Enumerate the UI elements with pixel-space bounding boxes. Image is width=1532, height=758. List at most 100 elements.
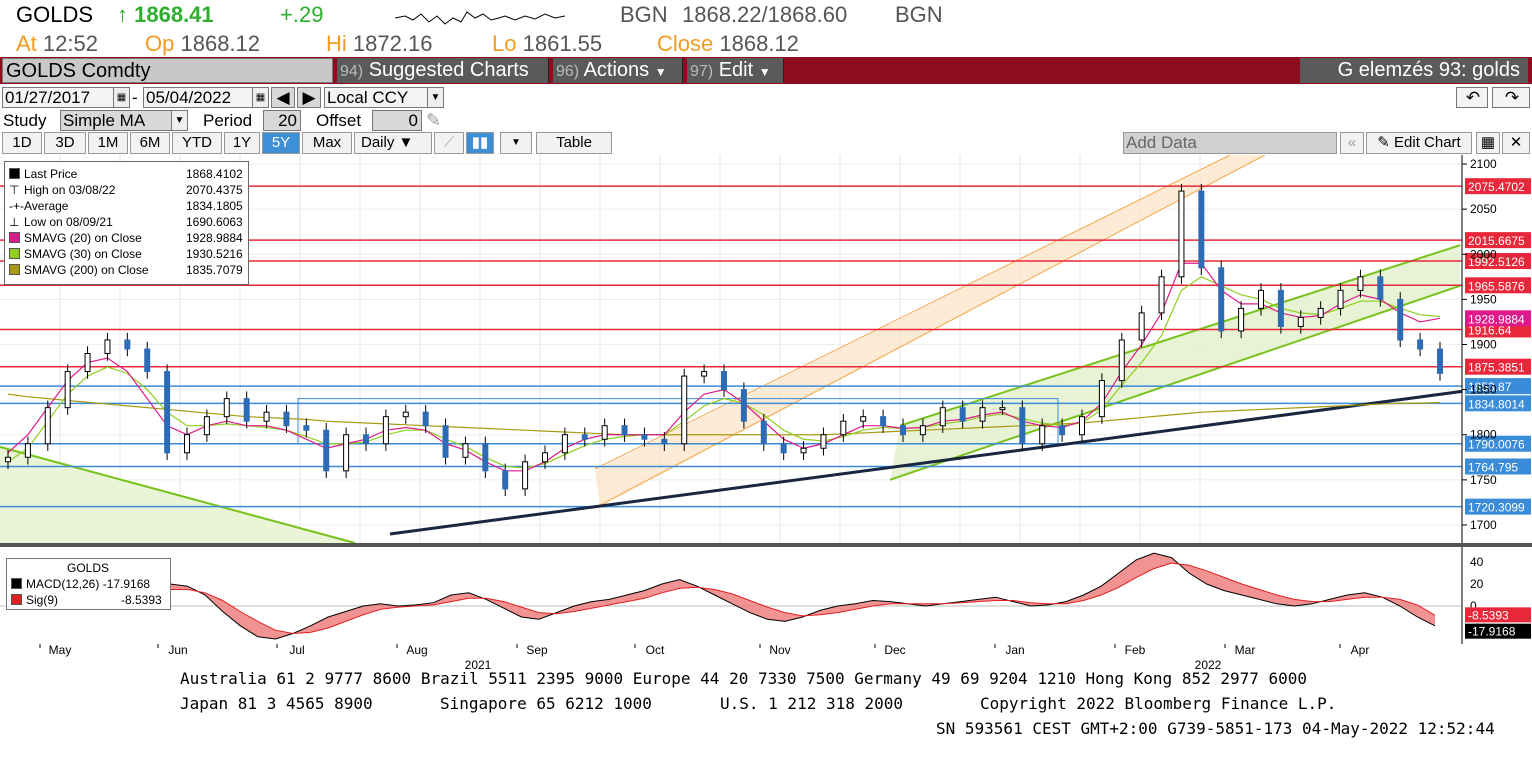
end-date-field[interactable]: 05/04/2022 ▦	[143, 87, 269, 108]
resistance-level-label: 1965.5876	[1468, 279, 1525, 293]
legend-label: SMAVG (200) on Close	[24, 263, 149, 277]
macd-row: MACD(12,26) -17.9168	[11, 577, 150, 591]
range-ytd[interactable]: YTD	[172, 132, 222, 154]
macd-tick-label: 40	[1470, 555, 1484, 569]
candle-body	[522, 461, 529, 490]
pane-splitter[interactable]	[0, 543, 1532, 547]
prev-period-button[interactable]: ◀	[271, 87, 295, 108]
signal-value-tag	[1465, 607, 1531, 623]
calendar-icon[interactable]: ▦	[113, 88, 129, 107]
candle-body	[303, 425, 310, 431]
footer-session: SN 593561 CEST GMT+2:00 G739-5851-173 04…	[936, 719, 1495, 738]
support-zone-box	[297, 398, 1059, 445]
macd-value-tag	[1465, 623, 1531, 639]
close-icon[interactable]: ✕	[1502, 132, 1530, 154]
candle-body	[124, 339, 131, 350]
candle-body	[1178, 190, 1185, 278]
pencil-icon[interactable]: ✎	[426, 110, 442, 130]
sma20-tag-label: 1928.9884	[1468, 312, 1525, 326]
price-chart[interactable]: 2075.4702 2015.6675 1992.5126 1965.5876 1916…	[0, 155, 1532, 545]
frequency-select[interactable]: Daily ▼	[354, 132, 432, 154]
support-level-tag	[1465, 435, 1531, 452]
add-data-field[interactable]: Add Data	[1123, 132, 1337, 154]
candle-body	[1218, 267, 1225, 332]
security-field[interactable]: GOLDS Comdty	[2, 58, 333, 83]
next-period-button[interactable]: ▶	[297, 87, 321, 108]
candle-body	[1317, 307, 1324, 318]
legend-sma30: SMAVG (30) on Close 1930.5216	[9, 247, 243, 263]
candle-body	[999, 407, 1006, 411]
collapse-icon[interactable]: «	[1340, 132, 1364, 154]
actions-button[interactable]: 96) Actions ▼	[553, 58, 683, 83]
edit-chart-button[interactable]: ✎ Edit Chart	[1366, 132, 1472, 154]
suggested-charts-button[interactable]: 94) Suggested Charts	[337, 58, 549, 83]
calendar-icon[interactable]: ▦	[252, 88, 268, 107]
resistance-level-label: 1916.64	[1468, 323, 1512, 337]
y-tick-label: 1950	[1470, 292, 1497, 306]
signal-line	[170, 562, 1436, 635]
line-chart-icon[interactable]: ⟋	[434, 132, 464, 154]
range-3d[interactable]: 3D	[44, 132, 86, 154]
footer-copyright: Copyright 2022 Bloomberg Finance L.P.	[980, 694, 1337, 713]
legend-swatch	[9, 248, 20, 259]
low-label: Lo	[492, 31, 517, 56]
candle-body	[263, 411, 270, 422]
edit-button[interactable]: 97) Edit ▼	[687, 58, 784, 83]
macd-label: MACD(12,26)	[26, 577, 100, 591]
range-6m[interactable]: 6M	[130, 132, 170, 154]
y-tick-label: 1800	[1470, 428, 1497, 442]
legend-swatch	[11, 578, 22, 589]
currency-select[interactable]: Local CCY ▼	[324, 87, 444, 108]
macd-background	[0, 547, 1532, 644]
signal-value-tag-label: -8.5393	[1468, 608, 1509, 622]
footer-us: U.S. 1 212 318 2000	[720, 694, 904, 713]
long-trend-line	[389, 389, 1463, 536]
x-tick-label: Aug	[406, 644, 427, 657]
macd-legend: GOLDS MACD(12,26) -17.9168 Sig(9) -8.539…	[6, 558, 171, 610]
open-label: Op	[145, 31, 175, 56]
legend-last-price: Last Price 1868.4102	[9, 167, 243, 183]
candle-body	[482, 443, 489, 472]
undo-button[interactable]: ↶	[1456, 87, 1488, 108]
bar-chart-icon[interactable]: ▮▮	[466, 132, 494, 154]
candle-body	[979, 407, 986, 422]
chart-settings-icon[interactable]: ▦	[1476, 132, 1500, 154]
candle-body	[1417, 339, 1424, 350]
candle-body	[1357, 276, 1364, 291]
macd-line	[169, 552, 1436, 640]
bid-value: 1868.22	[682, 2, 762, 27]
study-value: Simple MA	[63, 111, 146, 130]
candle-body	[1059, 425, 1066, 436]
candle-body	[104, 339, 111, 355]
range-1y[interactable]: 1Y	[224, 132, 260, 154]
range-1d[interactable]: 1D	[2, 132, 42, 154]
resistance-level-tag	[1465, 358, 1531, 375]
support-level-label: 1764.795	[1468, 460, 1518, 474]
legend-low: ⊥ Low on 08/09/21 1690.6063	[9, 215, 243, 231]
macd-value: -17.9168	[102, 577, 151, 591]
start-date-field[interactable]: 01/27/2017 ▦	[2, 87, 130, 108]
chart-type-dropdown[interactable]: ▼	[500, 132, 532, 154]
range-max[interactable]: Max	[302, 132, 352, 154]
y-tick-label: 1750	[1470, 473, 1497, 487]
study-select[interactable]: Simple MA ▼	[60, 110, 188, 131]
range-1m[interactable]: 1M	[88, 132, 128, 154]
table-button[interactable]: Table	[536, 132, 612, 154]
offset-input[interactable]: 0	[372, 110, 422, 131]
x-tick-label: Oct	[646, 644, 665, 657]
year-label: 2022	[1195, 658, 1222, 672]
legend-label: Low on 08/09/21	[24, 215, 113, 229]
chevron-down-icon: ▼	[171, 111, 187, 130]
macd-value-tag-label: -17.9168	[1468, 625, 1516, 639]
sparkline	[395, 11, 565, 25]
close-label: Close	[657, 31, 714, 56]
redo-button[interactable]: ↷	[1492, 87, 1530, 108]
legend-value: 1928.9884	[186, 231, 243, 245]
range-5y[interactable]: 5Y	[262, 132, 300, 154]
y-tick-label: 2000	[1470, 247, 1497, 261]
resistance-level-tag	[1465, 277, 1531, 294]
candle-body	[283, 411, 290, 427]
period-input[interactable]: 20	[263, 110, 301, 131]
legend-value: 1868.4102	[186, 167, 243, 181]
